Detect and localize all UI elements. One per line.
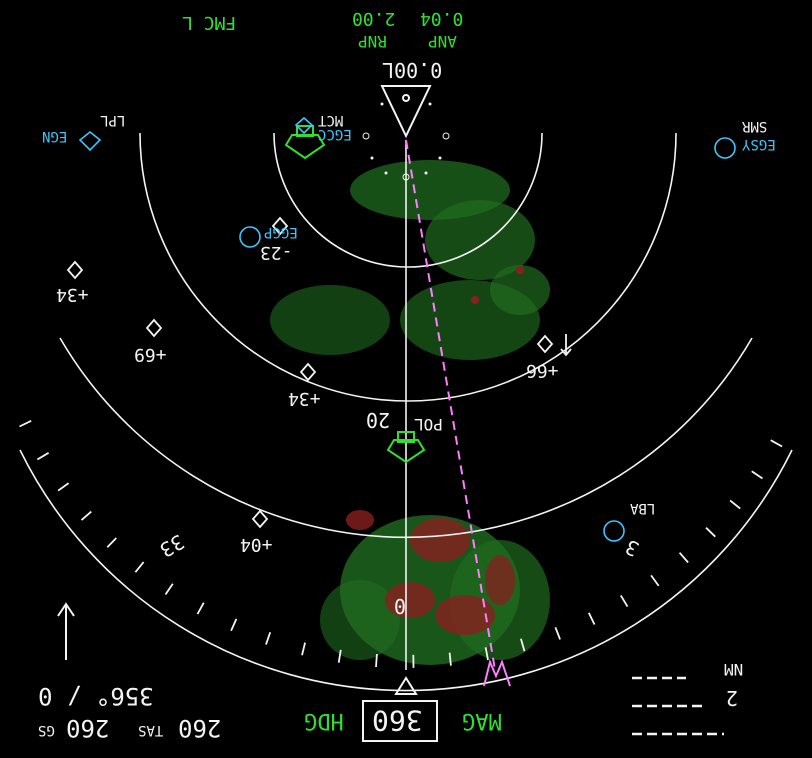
eggp-label: EGGP xyxy=(264,224,298,240)
tas-value: 260 xyxy=(178,714,222,742)
traffic-1-icon xyxy=(66,260,84,280)
compass-tick xyxy=(448,652,452,666)
airport-egcc-icon xyxy=(294,116,314,135)
heading-mode: HDG xyxy=(304,708,344,733)
pol-label: POL xyxy=(414,415,443,434)
egcc-label: EGCC xyxy=(318,126,352,142)
traffic-6-label: +04 xyxy=(240,534,273,555)
scale-value: 2 xyxy=(726,686,739,710)
traffic-4-label: -23 xyxy=(260,242,293,263)
compass-tick xyxy=(196,602,205,615)
heading-value: 360 xyxy=(372,704,423,737)
anp-label: ANP xyxy=(428,32,457,51)
compass-tick xyxy=(751,470,764,480)
airport-eggp-icon xyxy=(78,130,102,152)
traffic-6-icon xyxy=(251,509,269,529)
rnp-label: RNP xyxy=(358,32,387,51)
compass-tick xyxy=(57,482,70,492)
vor-mct-icon xyxy=(284,125,326,160)
compass-tick xyxy=(620,594,629,608)
compass-tick xyxy=(729,499,741,510)
traffic-2-label: +69 xyxy=(134,344,167,365)
compass-tick xyxy=(770,439,783,448)
lba-label: LBA xyxy=(630,500,656,516)
compass-label-0: 0 xyxy=(394,594,407,618)
compass-tick xyxy=(337,649,342,663)
airport-lba-icon xyxy=(603,520,625,542)
gs-label: GS xyxy=(38,722,55,738)
lubber-triangle-icon xyxy=(394,676,418,695)
compass-ticks xyxy=(19,419,783,668)
weather-returns xyxy=(270,160,550,665)
compass-tick xyxy=(375,653,378,668)
traffic-3-label: +34 xyxy=(288,388,321,409)
traffic-symbols xyxy=(66,216,572,529)
heading-bug-icon xyxy=(483,658,511,687)
anp-value: 0.04 xyxy=(420,8,464,29)
compass-tick xyxy=(650,574,660,587)
heading-box xyxy=(362,700,438,742)
compass-tick xyxy=(265,632,272,645)
xtk-error: 0.00L xyxy=(382,58,443,82)
aircraft-symbol xyxy=(380,85,432,139)
compass-arc xyxy=(19,449,793,692)
rnp-value: 2.00 xyxy=(352,8,396,29)
compass-tick xyxy=(80,510,92,521)
heading-reference: MAG xyxy=(462,708,502,733)
reference-dots xyxy=(362,102,450,181)
compass-tick xyxy=(106,537,117,548)
pol-distance: 20 xyxy=(366,408,391,432)
egns-label: EGN xyxy=(42,128,68,144)
range-scale-dashes xyxy=(632,676,724,736)
fmc-source: FMC L xyxy=(182,12,237,33)
gs-value: 260 xyxy=(66,714,110,742)
smr-label: SMR xyxy=(742,118,768,134)
scale-unit: NM xyxy=(724,660,744,679)
airport-icons xyxy=(78,116,736,542)
wind-arrow-icon xyxy=(57,602,75,660)
traffic-5-icon xyxy=(536,334,554,354)
traffic-4-icon xyxy=(271,216,289,236)
airport-eggp-circle-icon xyxy=(239,226,261,248)
compass-tick xyxy=(554,626,561,640)
compass-tick xyxy=(484,647,489,661)
compass-tick xyxy=(705,527,716,538)
compass-tick xyxy=(36,452,50,461)
traffic-2-icon xyxy=(145,318,163,338)
traffic-arrow-icon xyxy=(560,334,572,357)
traffic-3-icon xyxy=(299,362,317,382)
compass-tick xyxy=(301,642,306,656)
lpl-label: LPL xyxy=(100,112,126,128)
wind-readout: 356° / 0 xyxy=(38,682,154,710)
traffic-5-label: +66 xyxy=(526,360,559,381)
compass-tick xyxy=(19,419,32,428)
vor-pol-icon xyxy=(386,431,426,464)
traffic-1-label: +34 xyxy=(56,284,89,305)
compass-tick xyxy=(164,583,174,596)
compass-tick xyxy=(587,612,596,625)
compass-tick xyxy=(230,618,238,632)
compass-tick xyxy=(520,638,526,652)
airport-egsy-icon xyxy=(714,137,736,159)
tas-label: TAS xyxy=(138,722,164,738)
egsy-label: EGSY xyxy=(742,136,776,152)
compass-tick xyxy=(678,552,689,564)
compass-tick xyxy=(134,561,145,573)
